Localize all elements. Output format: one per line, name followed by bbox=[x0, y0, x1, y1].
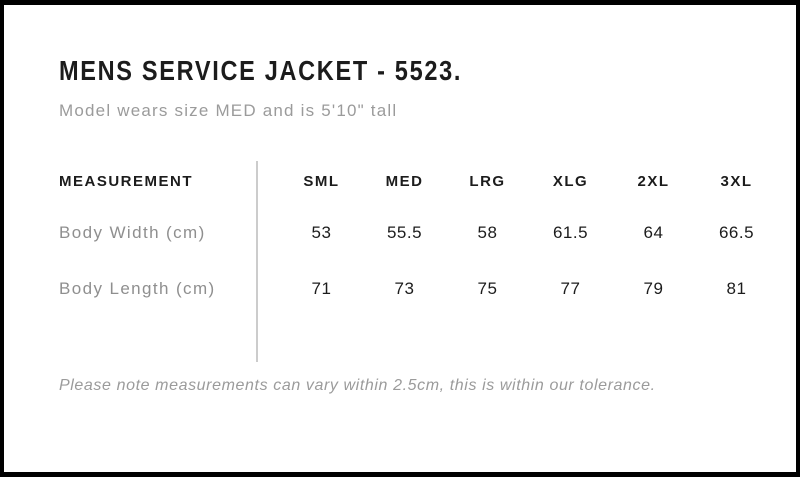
size-chart-table: MEASUREMENT SML MED LRG XLG 2XL 3XL Body… bbox=[59, 161, 770, 362]
size-column-header-xlg: XLG bbox=[552, 172, 589, 190]
table-header-row: MEASUREMENT SML MED LRG XLG 2XL 3XL bbox=[59, 161, 770, 201]
model-size-subtitle: Model wears size MED and is 5'10" tall bbox=[59, 101, 398, 120]
body-length-value-sml: 71 bbox=[311, 279, 332, 298]
body-width-value-2xl: 64 bbox=[643, 223, 664, 242]
measurement-column-header: MEASUREMENT bbox=[59, 172, 194, 190]
body-width-value-3xl: 66.5 bbox=[718, 223, 755, 242]
body-length-value-med: 73 bbox=[394, 279, 415, 298]
size-column-header-sml: SML bbox=[303, 172, 340, 190]
vertical-divider bbox=[256, 161, 258, 362]
body-width-value-lrg: 58 bbox=[477, 223, 498, 242]
table-row-body-width: Body Width (cm) 53 55.5 58 61.5 64 66.5 bbox=[59, 209, 770, 257]
table-row-body-length: Body Length (cm) 71 73 75 77 79 81 bbox=[59, 265, 770, 313]
body-length-value-xlg: 77 bbox=[560, 279, 581, 298]
body-width-value-xlg: 61.5 bbox=[552, 223, 589, 242]
body-length-value-3xl: 81 bbox=[726, 279, 747, 298]
body-width-value-med: 55.5 bbox=[386, 223, 423, 242]
page-title: MENS SERVICE JACKET - 5523. bbox=[59, 55, 463, 86]
size-column-header-2xl: 2XL bbox=[637, 172, 670, 190]
row-label-body-width: Body Width (cm) bbox=[59, 223, 206, 242]
size-column-header-med: MED bbox=[385, 172, 424, 190]
body-length-value-lrg: 75 bbox=[477, 279, 498, 298]
row-label-body-length: Body Length (cm) bbox=[59, 279, 216, 298]
size-column-header-lrg: LRG bbox=[469, 172, 506, 190]
body-width-value-sml: 53 bbox=[311, 223, 332, 242]
tolerance-note: Please note measurements can vary within… bbox=[59, 377, 656, 394]
body-length-value-2xl: 79 bbox=[643, 279, 664, 298]
size-column-header-3xl: 3XL bbox=[720, 172, 753, 190]
